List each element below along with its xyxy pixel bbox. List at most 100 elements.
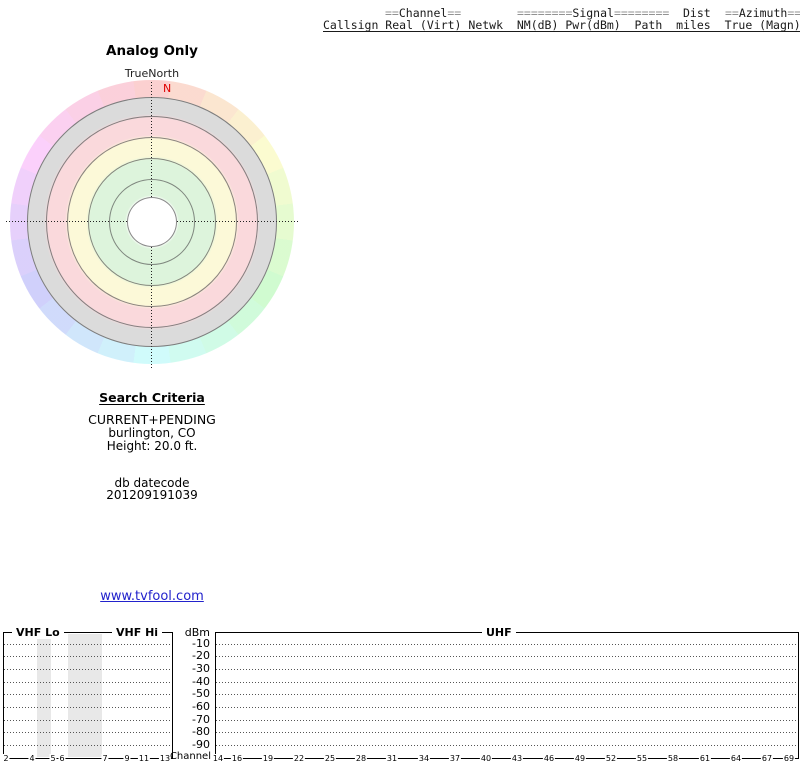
radar-ring-outline-6: [27, 97, 277, 347]
dbm-tick: -90: [192, 738, 210, 751]
gridline: [4, 682, 172, 683]
dbm-ticks: -10 -20 -30 -40 -50 -60 -70 -80 -90: [164, 620, 212, 768]
footer-link-row: www.tvfool.com: [2, 589, 302, 604]
channel-group-label: Channel: [398, 6, 448, 20]
radar-title: Analog Only: [106, 43, 198, 59]
panel-label-vhf-hi: VHF Hi: [112, 626, 163, 639]
dbm-tick: -40: [192, 675, 210, 688]
header-channel-group: ==Channel==: [385, 7, 461, 19]
gridline: [4, 644, 172, 645]
channel-tick: 14: [211, 754, 225, 763]
gridline: [4, 707, 172, 708]
channel-tick: 67: [760, 754, 774, 763]
gridline: [4, 694, 172, 695]
panel-label-vhf-lo: VHF Lo: [12, 626, 64, 639]
radar-ring-outline-1: [127, 197, 177, 247]
channel-tick: 4: [28, 754, 36, 763]
header-azimuth-group: ==Azimuth==: [725, 7, 800, 19]
dbm-tick: -20: [192, 649, 210, 662]
dbm-unit-label: dBm: [184, 626, 210, 639]
channel-tick: 37: [448, 754, 462, 763]
channel-tick: 40: [479, 754, 493, 763]
gridline: [216, 732, 798, 733]
search-mode: CURRENT+PENDING: [88, 412, 216, 427]
vhf-panel: VHF Lo VHF Hi 2 4 5 6 7 9 11 13: [2, 626, 173, 763]
spectrum-shaded-gap-2: [68, 634, 102, 757]
gridline: [216, 745, 798, 746]
channel-axis-label: Channel: [169, 751, 211, 762]
radar-north-marker: N: [163, 82, 172, 95]
header-dist-label: Dist: [683, 6, 711, 20]
gridline: [216, 694, 798, 695]
vhf-gridlines: [4, 633, 172, 758]
dbm-tick: -10: [192, 637, 210, 650]
gridline: [216, 669, 798, 670]
channel-tick: 5: [49, 754, 57, 763]
channel-eq-left: ==: [385, 6, 399, 20]
spectrum-shaded-gap-1: [37, 634, 51, 757]
uhf-gridlines: [216, 633, 798, 758]
channel-tick: 31: [385, 754, 399, 763]
signal-eq-right: ========: [613, 6, 670, 20]
azimuth-eq-left: ==: [725, 6, 739, 20]
channel-tick: 2: [2, 754, 10, 763]
search-criteria-heading: Search Criteria: [99, 390, 205, 405]
radar-ring-outline-5: [46, 116, 258, 328]
channel-tick: 7: [101, 754, 109, 763]
channel-tick: 61: [698, 754, 712, 763]
search-location: burlington, CO: [108, 426, 196, 440]
channel-tick: 52: [604, 754, 618, 763]
db-datecode-label: db datecode: [114, 476, 190, 490]
channel-tick: 13: [158, 754, 172, 763]
signal-eq-left: ========: [517, 6, 573, 20]
azimuth-eq-right: ==: [787, 6, 800, 20]
dbm-tick: -60: [192, 700, 210, 713]
channel-tick: 49: [573, 754, 587, 763]
channel-tick: 28: [354, 754, 368, 763]
radar-ring-outline-3: [88, 158, 216, 286]
dbm-axis: dBm -10 -20 -30 -40 -50 -60 -70 -80 -90 Channel: [164, 620, 212, 768]
azimuth-group-label: Azimuth: [738, 6, 788, 20]
dbm-tick: -50: [192, 687, 210, 700]
gridline: [216, 707, 798, 708]
gridline: [4, 669, 172, 670]
channel-tick: 19: [261, 754, 275, 763]
channel-tick: 46: [542, 754, 556, 763]
tvfool-link[interactable]: www.tvfool.com: [100, 589, 204, 604]
signal-group-label: Signal: [572, 6, 614, 20]
channel-tick: 6: [58, 754, 66, 763]
channel-tick: 34: [417, 754, 431, 763]
channel-tick: 43: [510, 754, 524, 763]
radar-ring-outline-2: [109, 179, 195, 265]
panel-label-uhf: UHF: [482, 626, 516, 639]
radar-ring-outline-4: [67, 137, 237, 307]
channel-tick: 11: [137, 754, 151, 763]
radar-north-label: TrueNorth: [124, 67, 180, 80]
channel-tick: 16: [230, 754, 244, 763]
header-signal-group: ========Signal========: [517, 7, 669, 19]
channel-tick: 64: [729, 754, 743, 763]
dbm-tick: -70: [192, 713, 210, 726]
channel-tick: 69: [782, 754, 796, 763]
dbm-tick: -80: [192, 725, 210, 738]
uhf-channel-ticks: 14 16 19 22 25 28 31 34 37 40 43 46 49 52 55 58 61 64 67 69: [211, 633, 798, 763]
channel-tick: 22: [292, 754, 306, 763]
db-datecode-value: 201209191039: [106, 488, 198, 502]
gridline: [4, 656, 172, 657]
gridline: [216, 682, 798, 683]
channel-tick: 55: [635, 754, 649, 763]
gridline: [4, 720, 172, 721]
search-height: Height: 20.0 ft.: [106, 439, 198, 453]
gridline: [4, 732, 172, 733]
vhf-channel-ticks: 2 4 5 6 7 9 11 13: [2, 633, 172, 763]
dbm-tick: -30: [192, 662, 210, 675]
gridline: [216, 656, 798, 657]
gridline: [4, 745, 172, 746]
uhf-panel: UHF 14 16 19 22 25 28 31 34 37 40 43 46 49 52 55 58 61 64…: [211, 626, 799, 763]
channel-tick: 58: [666, 754, 680, 763]
channel-eq-right: ==: [447, 6, 462, 20]
gridline: [216, 720, 798, 721]
channel-tick: 25: [323, 754, 337, 763]
channel-tick: 9: [123, 754, 131, 763]
